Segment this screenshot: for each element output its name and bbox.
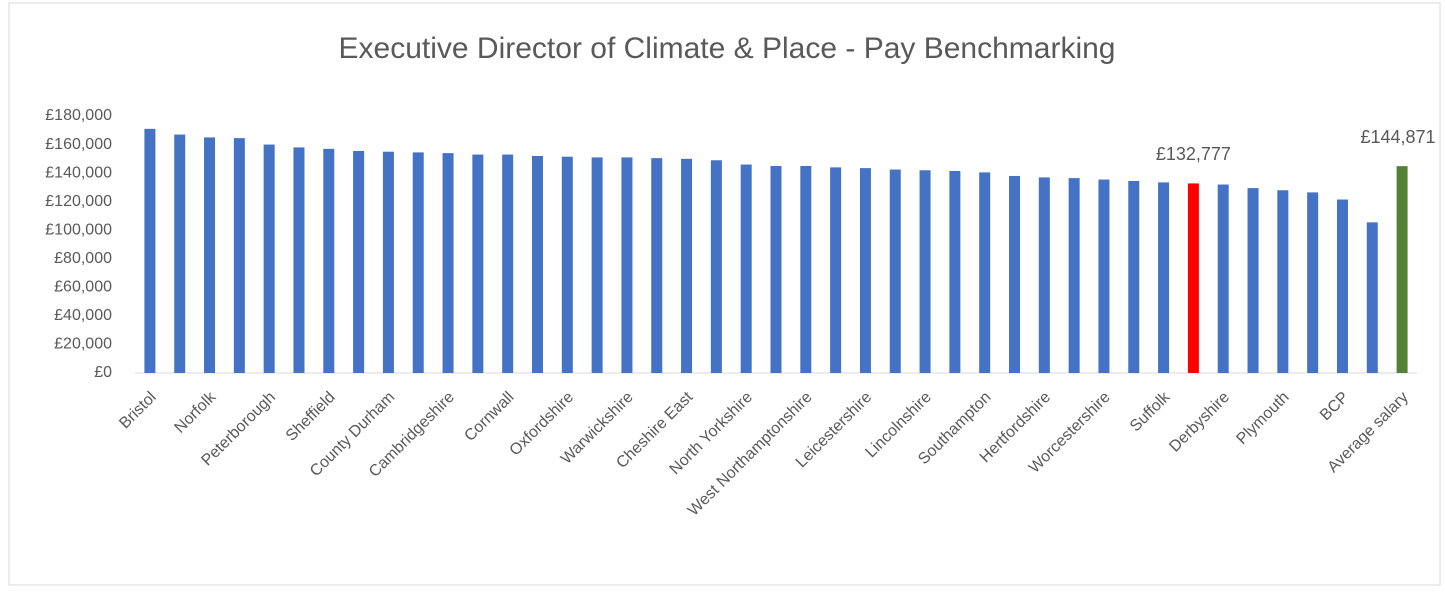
bar — [1038, 177, 1050, 373]
bar — [859, 168, 871, 373]
bar — [800, 165, 812, 373]
bar — [1158, 182, 1170, 373]
bar — [442, 153, 454, 373]
bar — [830, 167, 842, 373]
bar — [561, 156, 573, 373]
bar — [1098, 179, 1110, 373]
y-tick-label: £40,000 — [54, 307, 112, 324]
bar — [1187, 183, 1199, 373]
bar — [740, 164, 752, 373]
bar — [323, 148, 335, 373]
y-tick-label: £60,000 — [54, 279, 112, 296]
bar — [382, 151, 394, 373]
y-tick-label: £140,000 — [45, 164, 112, 181]
bar — [1336, 199, 1348, 373]
bar — [263, 144, 275, 373]
bar — [502, 154, 514, 373]
y-tick-label: £180,000 — [45, 107, 112, 124]
bar — [204, 137, 216, 373]
y-tick-label: £80,000 — [54, 250, 112, 267]
bar — [174, 134, 186, 373]
chart-title: Executive Director of Climate & Place - … — [339, 32, 1116, 65]
bar — [1396, 166, 1408, 373]
bar — [770, 165, 782, 373]
bar — [1277, 190, 1289, 373]
value-label: £132,777 — [1156, 144, 1231, 164]
y-tick-label: £0 — [94, 364, 112, 381]
bar — [889, 169, 901, 373]
bar — [293, 147, 305, 373]
bar — [621, 157, 633, 373]
bar — [1307, 192, 1319, 373]
bar — [1366, 222, 1378, 373]
bar — [681, 158, 693, 373]
bar — [353, 150, 365, 373]
bar — [1247, 188, 1259, 373]
chart-frame — [8, 2, 1441, 586]
bar — [979, 172, 991, 373]
y-tick-label: £20,000 — [54, 336, 112, 353]
bar — [1068, 178, 1080, 373]
bar — [1009, 175, 1021, 373]
value-label: £144,871 — [1360, 127, 1435, 147]
y-tick-label: £120,000 — [45, 193, 112, 210]
y-tick-label: £160,000 — [45, 136, 112, 153]
bar — [233, 138, 245, 373]
bar — [919, 170, 931, 373]
bar — [591, 157, 603, 373]
bar — [472, 154, 484, 373]
bar — [412, 152, 424, 373]
bar — [144, 128, 156, 373]
bar — [1128, 180, 1140, 373]
bar — [1217, 184, 1229, 373]
bar — [531, 155, 543, 373]
y-tick-label: £100,000 — [45, 221, 112, 238]
bar — [651, 158, 663, 373]
bar — [949, 170, 961, 373]
bar — [710, 160, 722, 373]
